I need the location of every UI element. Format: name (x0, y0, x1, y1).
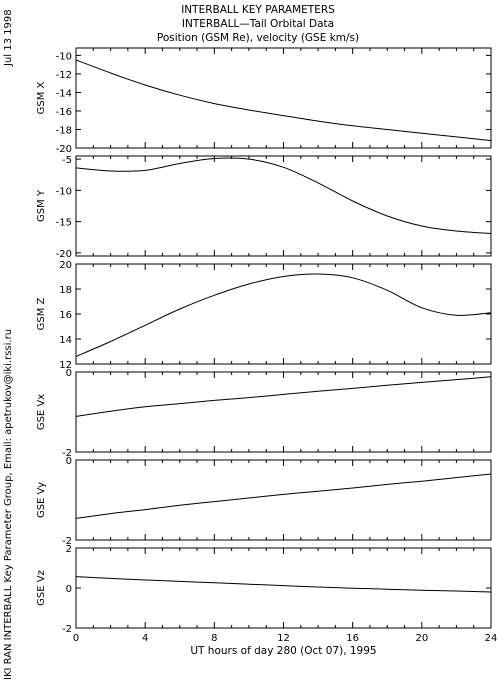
y-tick-label: -18 (56, 125, 72, 136)
y-tick-label: 18 (59, 285, 72, 296)
panel-5: 0 -2 GSE Vy (36, 456, 492, 547)
y-tick-label: 2 (66, 544, 72, 555)
series-line-gse-vx (75, 376, 492, 417)
x-tick-label: 20 (415, 633, 428, 644)
panel-2: -5 -10 -15 -20 GSM Y (36, 155, 492, 260)
panel-1: -10 -12 -14 -16 -18 -20 GSM X (36, 47, 492, 155)
x-tick-label: 12 (277, 633, 290, 644)
y-axis-label: GSM Y (36, 189, 47, 222)
panel-4: 0 -2 GSE Vx (36, 368, 492, 459)
y-tick-label: -2 (62, 536, 72, 547)
x-tick-label: 4 (142, 633, 148, 644)
y-tick-label: 12 (59, 360, 72, 371)
series-line-gse-vy (75, 473, 492, 519)
series-line-gse-vz (75, 576, 492, 593)
panel-frame (75, 459, 492, 541)
y-tick-label: -20 (56, 249, 72, 260)
panel-frame (75, 47, 492, 149)
y-tick-label: -15 (56, 218, 72, 229)
series-line-gsm-x (75, 59, 492, 142)
y-tick-label: -10 (56, 186, 72, 197)
date-stamp: Jul 13 1998 (3, 9, 14, 67)
y-tick-label: 16 (59, 310, 72, 321)
panel-frame (75, 371, 492, 453)
y-axis-label: GSE Vx (36, 394, 47, 430)
y-tick-label: -5 (62, 155, 72, 166)
y-axis-label: GSM Z (36, 297, 47, 330)
y-tick-label: -2 (62, 624, 72, 635)
y-tick-label: -12 (56, 70, 72, 81)
y-tick-label: -2 (62, 448, 72, 459)
chart-title-line-1: INTERBALL KEY PARAMETERS (181, 4, 335, 16)
panel-frame (75, 547, 492, 629)
panel-frame (75, 263, 492, 365)
y-tick-label: -16 (56, 107, 72, 118)
y-tick-label: 0 (66, 456, 72, 467)
y-tick-label: 0 (66, 584, 72, 595)
series-line-gsm-z (75, 273, 492, 357)
y-tick-label: 14 (59, 335, 72, 346)
chart-title-line-2: INTERBALL—Tail Orbital Data (182, 18, 334, 30)
x-tick-label: 0 (73, 633, 79, 644)
x-tick-label: 16 (346, 633, 359, 644)
y-axis-label: GSE Vz (36, 570, 47, 606)
series-line-gsm-y (75, 157, 492, 234)
panel-3: 12 14 16 18 20 GSM Z (36, 260, 492, 371)
x-tick-label: 8 (211, 633, 217, 644)
credit-text: IKI RAN INTERBALL Key Parameter Group, E… (3, 329, 14, 680)
y-tick-label: -20 (56, 144, 72, 155)
y-axis-label: GSM X (36, 81, 47, 114)
y-tick-label: 0 (66, 368, 72, 379)
y-tick-label: -14 (56, 88, 72, 99)
y-axis-label: GSE Vy (36, 482, 47, 518)
x-axis-label: UT hours of day 280 (Oct 07), 1995 (190, 645, 376, 657)
y-tick-label: 20 (59, 260, 72, 271)
x-tick-label: 24 (485, 633, 498, 644)
chart-title-line-3: Position (GSM Re), velocity (GSE km/s) (157, 32, 359, 44)
y-tick-label: -10 (56, 51, 72, 62)
